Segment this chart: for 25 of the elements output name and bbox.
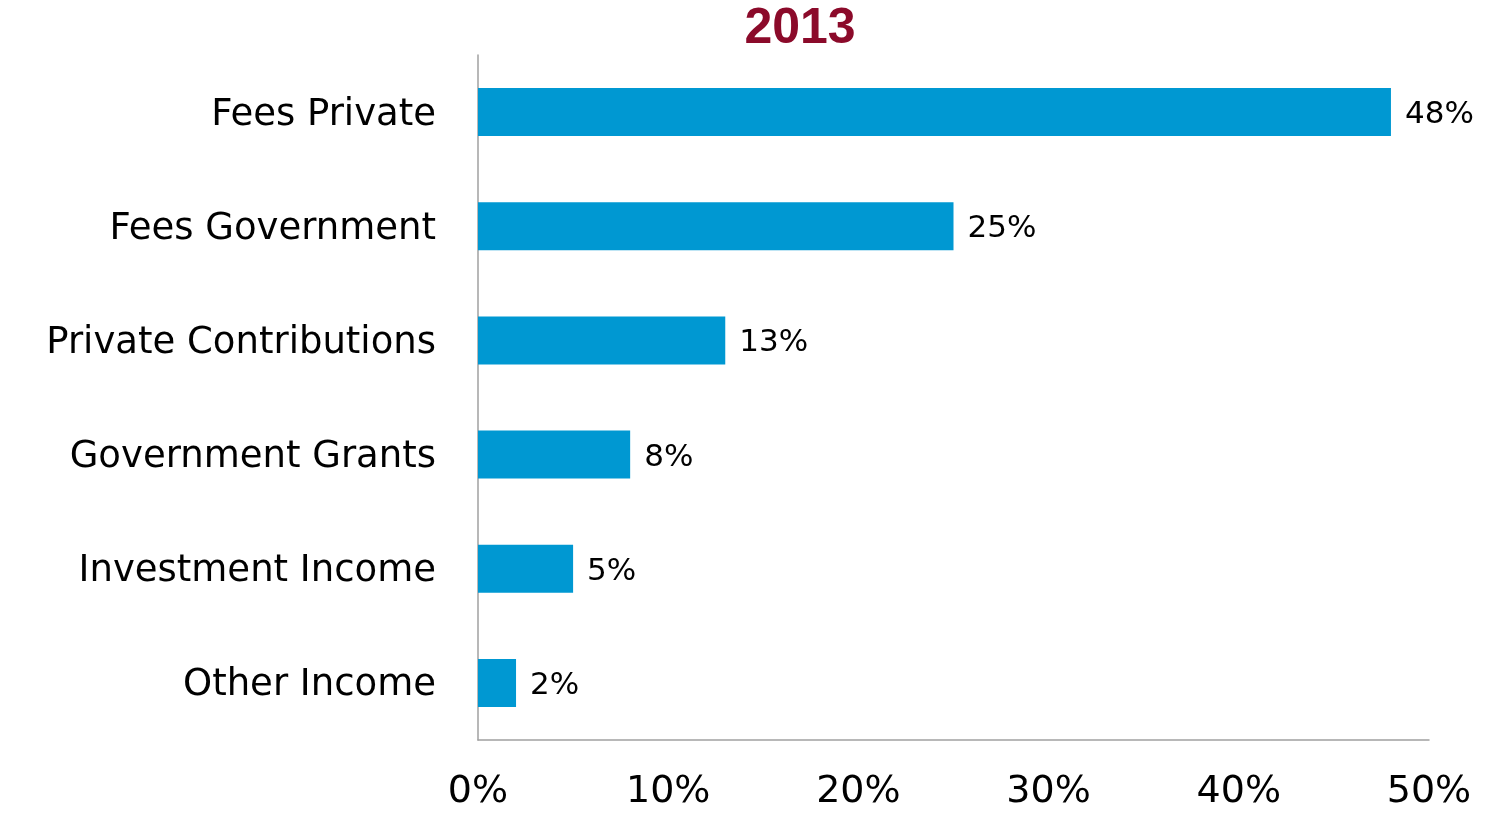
data-label: 2% (530, 664, 580, 701)
y-tick-label: Fees Private (211, 90, 436, 134)
x-tick-label: 10% (625, 767, 711, 811)
x-tick-label: 40% (1196, 767, 1282, 811)
x-tick-label: 30% (1006, 767, 1091, 811)
x-tick-label: 20% (816, 767, 901, 811)
y-tick-label: Government Grants (69, 433, 436, 477)
data-label: 5% (587, 550, 637, 587)
y-tick-label: Private Contributions (46, 318, 436, 362)
x-tick-label: 50% (1386, 767, 1472, 811)
bar (478, 430, 631, 479)
data-label: 48% (1404, 94, 1474, 131)
bar (478, 544, 574, 593)
y-tick-label: Other Income (183, 661, 436, 705)
data-label: 8% (644, 436, 694, 473)
x-tick-label: 0% (447, 767, 509, 811)
bar (478, 88, 1391, 137)
y-tick-label: Fees Government (109, 204, 436, 248)
bar (478, 316, 726, 365)
bar (478, 658, 517, 707)
bar (478, 202, 954, 251)
data-label: 13% (739, 322, 809, 359)
chart-title: 2013 (744, 0, 856, 54)
data-label: 25% (967, 208, 1037, 245)
y-tick-label: Investment Income (78, 547, 436, 591)
